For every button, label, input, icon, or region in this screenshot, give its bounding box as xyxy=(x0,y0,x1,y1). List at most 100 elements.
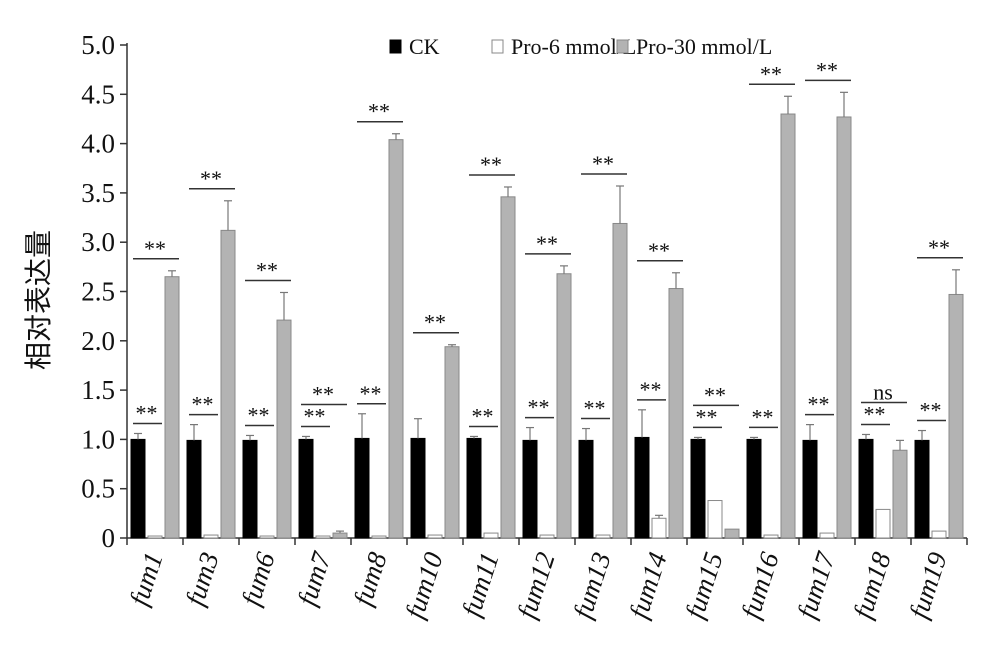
bar xyxy=(186,439,202,539)
bar xyxy=(802,439,818,539)
y-tick-label: 3.0 xyxy=(81,227,115,257)
significance-label: ** xyxy=(360,381,382,406)
bar xyxy=(780,113,796,539)
legend: CK Pro-6 mmol/L Pro-30 mmol/L xyxy=(389,34,772,59)
category-label: fum18 xyxy=(847,548,897,622)
significance-label: ** xyxy=(472,403,494,428)
bars xyxy=(130,91,964,539)
category-label: fum3 xyxy=(179,549,224,610)
bar xyxy=(634,436,650,539)
significance-label: ** xyxy=(928,235,950,260)
bar xyxy=(556,273,572,539)
significance-label: ** xyxy=(640,377,662,402)
bar xyxy=(724,528,740,539)
y-tick-label: 2.0 xyxy=(81,326,115,356)
bar xyxy=(147,535,163,539)
category-label: fum15 xyxy=(679,549,728,622)
significance-label: ** xyxy=(584,396,606,421)
significance-marks: **************** ************************… xyxy=(133,57,963,429)
category-label: fum7 xyxy=(291,547,337,609)
significance-label: ** xyxy=(424,310,446,335)
bar xyxy=(931,530,947,539)
category-label: fum14 xyxy=(623,549,672,622)
y-tick-label: 5.0 xyxy=(81,30,115,60)
significance-label: ** xyxy=(312,381,334,406)
significance-label: ** xyxy=(592,151,614,176)
category-label: fum16 xyxy=(735,548,785,622)
significance-label: ** xyxy=(864,401,886,426)
y-tick-label: 4.5 xyxy=(81,79,115,109)
bar xyxy=(354,437,370,539)
bar xyxy=(332,532,348,539)
legend-swatch xyxy=(389,39,402,54)
legend-label: CK xyxy=(409,34,440,59)
bar xyxy=(668,288,684,539)
bar xyxy=(500,196,516,539)
category-label: fum12 xyxy=(511,549,560,622)
significance-label: ** xyxy=(256,257,278,282)
legend-swatch xyxy=(491,39,504,54)
y-tick-label: 0 xyxy=(102,523,116,553)
significance-label: ** xyxy=(136,400,158,425)
bar xyxy=(164,276,180,539)
bar xyxy=(707,500,723,539)
bar xyxy=(130,438,146,539)
y-tick-label: 0.5 xyxy=(81,474,115,504)
y-tick-label: 3.5 xyxy=(81,178,115,208)
bar xyxy=(298,438,314,539)
bar xyxy=(948,293,964,539)
bar xyxy=(539,534,555,539)
y-tick-label: 1.5 xyxy=(81,375,115,405)
category-label: fum17 xyxy=(791,547,841,622)
bar xyxy=(819,532,835,539)
significance-label: ** xyxy=(920,398,942,423)
significance-label: ** xyxy=(248,402,270,427)
significance-label: ** xyxy=(192,392,214,417)
bar xyxy=(276,319,292,539)
bar xyxy=(220,229,236,539)
significance-label: ** xyxy=(536,231,558,256)
bar xyxy=(315,535,331,539)
significance-label: ** xyxy=(816,57,838,82)
bar xyxy=(522,439,538,539)
category-label: fum8 xyxy=(347,548,392,609)
bar xyxy=(388,139,404,539)
bar xyxy=(763,534,779,539)
bar xyxy=(410,437,426,539)
significance-label: ** xyxy=(648,238,670,263)
significance-label: ** xyxy=(704,382,726,407)
significance-label: ** xyxy=(752,404,774,429)
significance-label: ** xyxy=(304,403,326,428)
legend-label: Pro-6 mmol/L xyxy=(511,34,636,59)
bar xyxy=(651,517,667,539)
significance-label: ** xyxy=(480,152,502,177)
bar xyxy=(914,439,930,539)
category-label: fum10 xyxy=(399,548,449,622)
bar xyxy=(466,437,482,539)
bar xyxy=(444,346,460,539)
bar xyxy=(875,508,891,539)
bar xyxy=(259,535,275,539)
bar xyxy=(858,438,874,539)
category-label: fum19 xyxy=(903,548,953,622)
bar xyxy=(483,532,499,539)
bar xyxy=(242,439,258,539)
category-label: fum13 xyxy=(567,549,616,622)
bar xyxy=(892,449,908,539)
significance-label: ns xyxy=(873,379,893,404)
bar xyxy=(595,534,611,539)
significance-label: ** xyxy=(696,404,718,429)
bar xyxy=(371,535,387,539)
bar xyxy=(203,534,219,539)
significance-label: ** xyxy=(808,392,830,417)
bar xyxy=(690,438,706,539)
significance-label: ** xyxy=(528,395,550,420)
category-label: fum6 xyxy=(235,548,280,609)
bar xyxy=(427,534,443,539)
bar xyxy=(836,116,852,539)
significance-label: ** xyxy=(760,61,782,86)
bar xyxy=(578,439,594,539)
bar xyxy=(746,438,762,539)
y-tick-label: 2.5 xyxy=(81,277,115,307)
